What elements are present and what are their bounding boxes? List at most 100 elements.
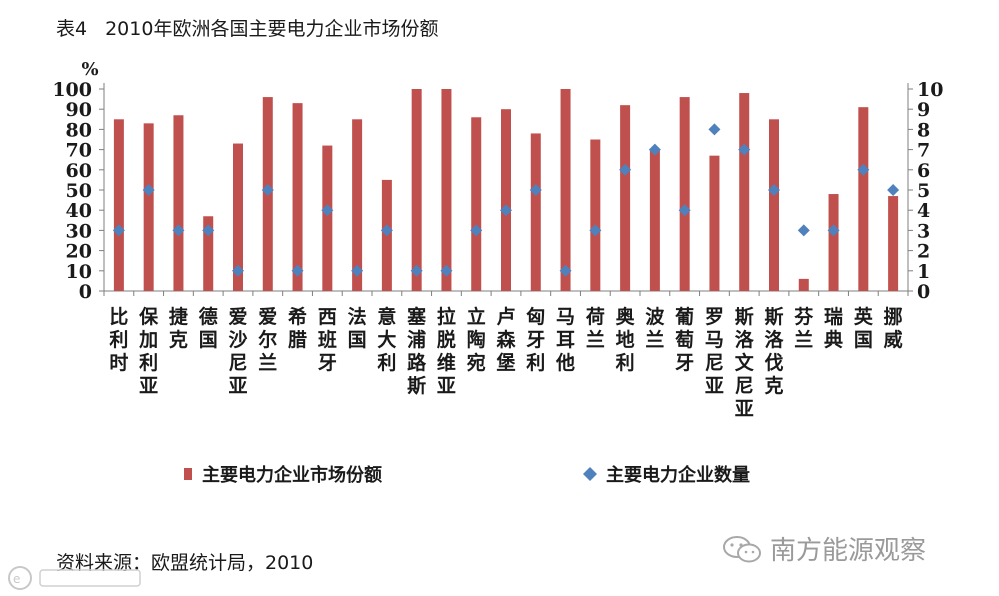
category-label-char: 立	[467, 305, 486, 328]
point-marker	[857, 163, 870, 176]
right-tick-label: 3	[917, 220, 930, 242]
category-label-char: 沙	[228, 329, 247, 351]
category-label-char: 伐	[764, 351, 783, 374]
category-label-char: 时	[109, 352, 128, 374]
category-label-char: 斯	[735, 305, 754, 328]
point-marker	[887, 184, 900, 196]
bar	[441, 89, 452, 291]
source-note: 资料来源：欧盟统计局，2010	[56, 552, 314, 574]
point-marker	[827, 224, 840, 237]
category-label-char: 亚	[228, 375, 247, 397]
point-marker	[500, 204, 512, 217]
category-label-char: 利	[616, 352, 635, 374]
point-marker	[440, 264, 453, 277]
y-unit-label: %	[81, 59, 98, 80]
bar	[590, 139, 601, 291]
category-label-char: 亚	[437, 375, 456, 397]
right-tick-label: 9	[917, 99, 930, 121]
point-marker	[708, 123, 721, 136]
category-label-char: 大	[377, 328, 396, 351]
legend-diamond-swatch	[583, 467, 597, 481]
category-label-char: 班	[318, 328, 337, 351]
title-text: 2010年欧洲各国主要电力企业市场份额	[105, 18, 439, 40]
wechat-icon	[723, 536, 761, 563]
category-label-char: 腊	[287, 329, 307, 351]
svg-text:e: e	[13, 572, 20, 586]
category-label-char: 马	[705, 329, 724, 351]
bar	[679, 97, 690, 291]
right-tick-label: 7	[917, 140, 930, 162]
left-tick-label: 100	[52, 79, 92, 101]
point-marker	[678, 204, 691, 217]
legend-bar-label: 主要电力企业市场份额	[202, 464, 382, 486]
left-tick-label: 90	[66, 99, 92, 121]
bar	[501, 109, 511, 291]
bar	[173, 115, 184, 291]
point-marker	[291, 264, 304, 277]
right-tick-label: 10	[917, 79, 943, 101]
category-label-char: 塞	[407, 305, 427, 328]
bar	[292, 103, 303, 291]
category-label-char: 宛	[466, 351, 486, 374]
category-label-char: 文	[735, 351, 755, 374]
point-marker	[559, 264, 572, 277]
category-label-char: 尼	[228, 352, 247, 374]
point-marker	[351, 264, 364, 277]
point-marker	[261, 184, 274, 196]
chart-title: 表4 2010年欧洲各国主要电力企业市场份额	[56, 14, 438, 41]
left-tick-label: 70	[66, 140, 92, 162]
point-marker	[797, 224, 810, 237]
point-marker	[202, 224, 215, 237]
category-label-char: 希	[288, 305, 307, 328]
category-label-char: 利	[109, 329, 128, 351]
bar	[828, 194, 839, 291]
category-label-char: 萄	[675, 328, 694, 351]
category-label-char: 亚	[735, 398, 754, 420]
category-label-char: 奥	[616, 305, 636, 328]
bar	[858, 107, 869, 292]
category-label-char: 国	[199, 329, 218, 351]
category-label-char: 芬	[793, 305, 814, 328]
point-marker	[232, 264, 244, 277]
category-label-char: 兰	[645, 328, 664, 351]
left-tick-label: 40	[66, 200, 92, 222]
bar	[798, 278, 809, 291]
category-label-char: 耳	[556, 329, 575, 351]
category-label-char: 兰	[258, 351, 277, 374]
category-label-char: 路	[407, 351, 427, 374]
category-label-char: 罗	[705, 306, 724, 328]
brand-name: 南方能源观察	[770, 536, 927, 566]
bar	[620, 105, 631, 291]
right-tick-label: 2	[917, 241, 930, 263]
category-label-char: 斯	[407, 374, 426, 397]
left-tick-label: 50	[66, 180, 92, 202]
category-label-char: 爱	[228, 306, 247, 328]
category-label-char: 脱	[437, 328, 456, 351]
right-tick-label: 5	[917, 180, 930, 202]
category-label-char: 波	[645, 305, 665, 328]
point-marker	[529, 184, 542, 196]
left-tick-label: 30	[66, 220, 92, 242]
left-tick-label: 10	[66, 261, 92, 283]
category-label-char: 利	[526, 352, 545, 374]
bar	[769, 119, 779, 291]
category-label-char: 浦	[407, 328, 426, 351]
category-label-char: 尼	[705, 352, 724, 374]
category-label-char: 西	[318, 306, 337, 328]
category-label-char: 德	[199, 305, 218, 328]
legend-bar-swatch	[184, 468, 192, 480]
point-marker	[410, 264, 423, 277]
bar	[143, 123, 154, 291]
category-label-char: 利	[377, 352, 396, 374]
left-tick-label: 0	[79, 281, 92, 303]
category-label-char: 牙	[318, 352, 337, 374]
category-label-char: 兰	[586, 328, 605, 351]
right-tick-label: 1	[917, 261, 930, 283]
category-label-char: 爱	[258, 306, 277, 328]
category-label-char: 尼	[735, 375, 754, 397]
right-tick-label: 0	[917, 281, 930, 303]
category-label-char: 国	[348, 329, 367, 351]
category-label-char: 兰	[794, 328, 813, 351]
category-label-char: 他	[555, 351, 575, 374]
bar	[530, 133, 541, 291]
